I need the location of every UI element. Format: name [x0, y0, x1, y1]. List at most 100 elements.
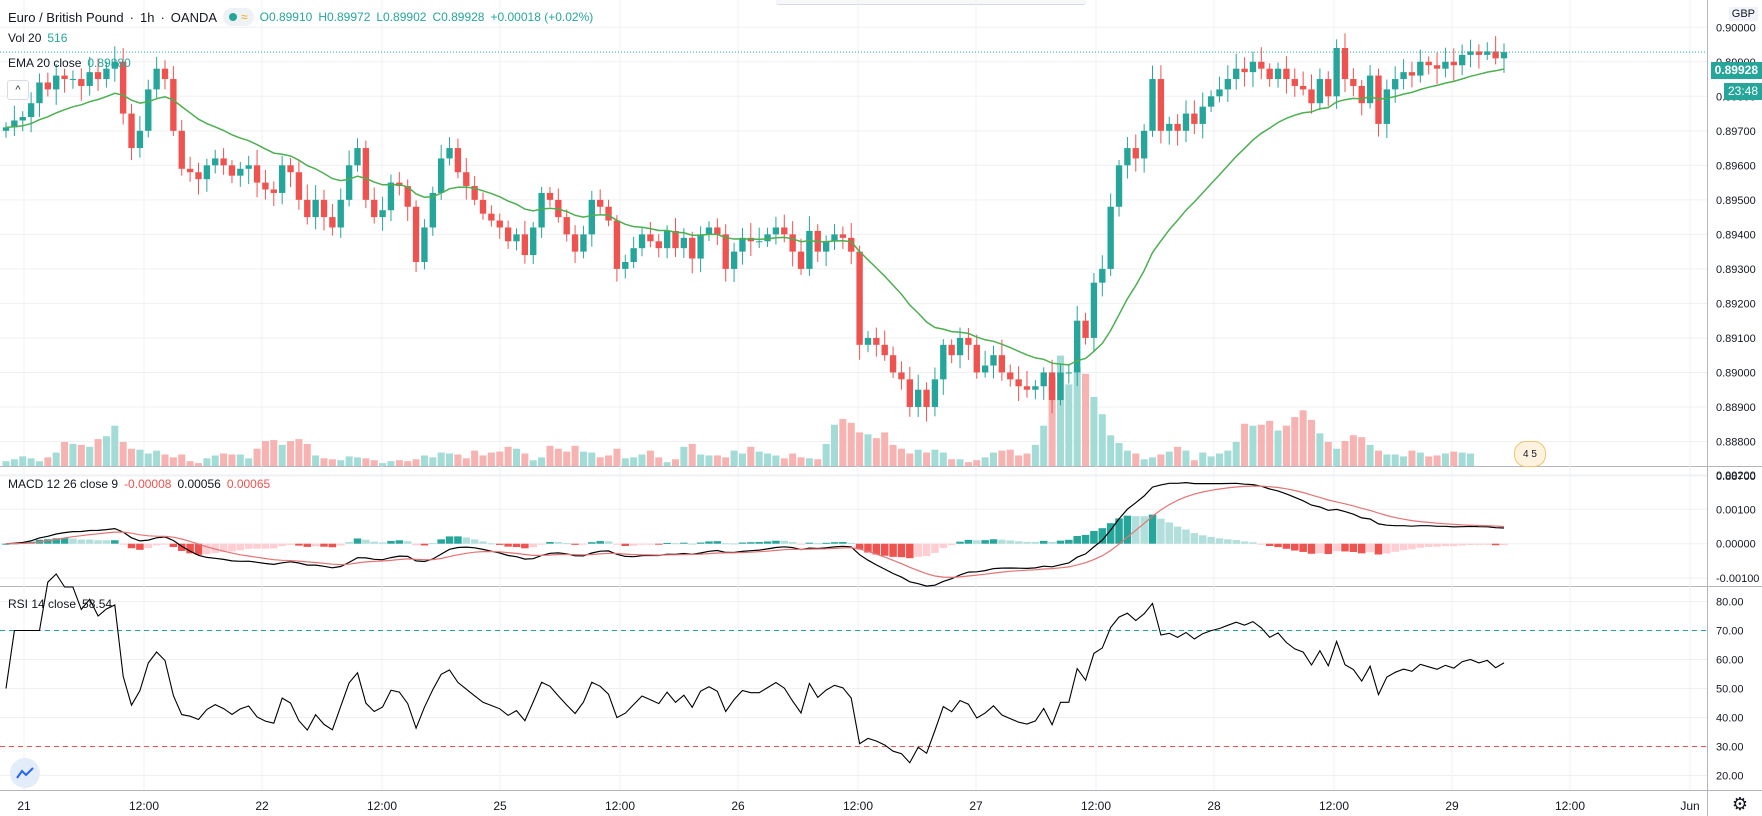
- ema-legend[interactable]: EMA 20 close 0.89880: [8, 56, 131, 70]
- macd-histogram-bar: [579, 543, 588, 545]
- gear-icon[interactable]: ⚙: [1731, 794, 1748, 814]
- macd-histogram-bar: [621, 543, 630, 547]
- volume-bar: [111, 425, 119, 466]
- volume-bar: [923, 452, 931, 466]
- macd-histogram-bar: [370, 541, 378, 544]
- candle-body: [1032, 386, 1039, 390]
- macd-histogram-bar: [504, 543, 512, 547]
- volume-bar: [998, 450, 1006, 466]
- volume-bar: [521, 453, 529, 466]
- candle-body: [1065, 372, 1073, 374]
- candle-body: [136, 130, 144, 149]
- y-tick-label: 0.90000: [1716, 22, 1756, 34]
- candle-body: [329, 217, 336, 228]
- macd-histogram-bar: [1198, 535, 1207, 544]
- macd-line-value: 0.00056: [177, 477, 221, 491]
- volume-bar: [964, 462, 972, 466]
- macd-histogram-bar: [1182, 529, 1190, 544]
- volume-bar: [981, 457, 989, 466]
- volume-bar: [320, 458, 328, 466]
- candle-body: [421, 227, 428, 262]
- candle-body: [940, 344, 947, 380]
- candle-body: [1442, 61, 1449, 69]
- candle-body: [287, 165, 294, 173]
- volume-bar: [948, 459, 956, 466]
- candle-body: [714, 227, 721, 235]
- macd-histogram-bar: [839, 542, 847, 544]
- macd-histogram-bar: [1257, 543, 1266, 545]
- volume-legend[interactable]: Vol 20 516: [8, 31, 67, 45]
- candle-body: [53, 75, 60, 90]
- volume-bar: [487, 452, 495, 466]
- macd-histogram-bar: [1332, 543, 1341, 552]
- macd-histogram-bar: [1282, 543, 1291, 549]
- candle-body: [1166, 123, 1173, 131]
- volume-bar: [989, 452, 998, 466]
- indicator-pill[interactable]: ≈: [223, 8, 254, 26]
- volume-bar: [345, 456, 353, 466]
- volume-value: 516: [47, 31, 68, 45]
- volume-bar: [538, 457, 546, 466]
- macd-histogram-bar: [1450, 543, 1458, 547]
- macd-histogram-bar: [420, 543, 429, 546]
- macd-histogram-bar: [596, 541, 604, 544]
- rsi-tick-label: 80.00: [1716, 597, 1744, 609]
- macd-histogram-bar: [537, 543, 546, 545]
- macd-histogram-bar: [1098, 528, 1107, 544]
- candle-body: [663, 230, 671, 249]
- volume-bar: [697, 454, 705, 466]
- volume-bar: [27, 458, 35, 466]
- candle-body: [1107, 206, 1114, 269]
- candle-body: [622, 261, 629, 269]
- macd-histogram-bar: [1065, 539, 1073, 544]
- volume-bar: [1224, 450, 1232, 466]
- collapse-legend-button[interactable]: ^: [7, 80, 29, 100]
- macd-histogram-bar: [872, 543, 881, 555]
- macd-histogram-bar: [203, 543, 211, 555]
- macd-legend[interactable]: MACD 12 26 close 9 -0.00008 0.00056 0.00…: [8, 477, 270, 491]
- candle-body: [1015, 379, 1022, 387]
- macd-line: [5, 481, 1505, 587]
- macd-histogram-bar: [1466, 543, 1475, 545]
- volume-bar: [94, 439, 102, 466]
- volume-bar: [328, 459, 336, 466]
- volume-bar: [1165, 451, 1173, 466]
- candle-body: [103, 68, 110, 80]
- macd-histogram-bar: [663, 542, 671, 544]
- candle-body: [546, 192, 554, 200]
- volume-bar: [588, 452, 596, 466]
- symbol-title[interactable]: Euro / British Pound: [8, 9, 124, 25]
- candle-body: [228, 165, 236, 176]
- macd-histogram-bar: [1115, 518, 1123, 544]
- rsi-name: RSI 14 close: [8, 597, 77, 611]
- candle-body: [697, 234, 704, 259]
- macd-histogram-bar: [680, 542, 688, 544]
- rsi-legend[interactable]: RSI 14 close 58.54: [8, 597, 112, 611]
- candle-body: [1500, 52, 1508, 59]
- candle-body: [931, 379, 939, 407]
- ema-value: 0.89880: [87, 56, 131, 70]
- volume-bar: [713, 455, 721, 466]
- volume-bar: [370, 460, 378, 466]
- volume-bar: [303, 443, 311, 466]
- volume-bar: [1450, 451, 1458, 466]
- events-badge[interactable]: 4 5: [1514, 441, 1546, 467]
- macd-histogram-bar: [1140, 516, 1148, 544]
- volume-bar: [220, 453, 228, 466]
- volume-bar: [1065, 384, 1073, 466]
- candle-body: [1492, 51, 1499, 59]
- volume-bar: [1215, 453, 1223, 466]
- volume-bar: [646, 450, 654, 466]
- tradingview-logo-icon[interactable]: [10, 758, 40, 788]
- currency-label[interactable]: GBP: [1728, 7, 1758, 21]
- candle-body: [797, 251, 805, 269]
- volume-bar: [764, 453, 772, 466]
- candle-body: [513, 234, 520, 242]
- interval-label[interactable]: 1h: [139, 9, 155, 25]
- candle-body: [1299, 85, 1307, 90]
- candle-body: [1333, 47, 1340, 97]
- candle-body: [1274, 68, 1282, 80]
- macd-histogram-bar: [738, 542, 747, 544]
- volume-bar: [864, 434, 872, 466]
